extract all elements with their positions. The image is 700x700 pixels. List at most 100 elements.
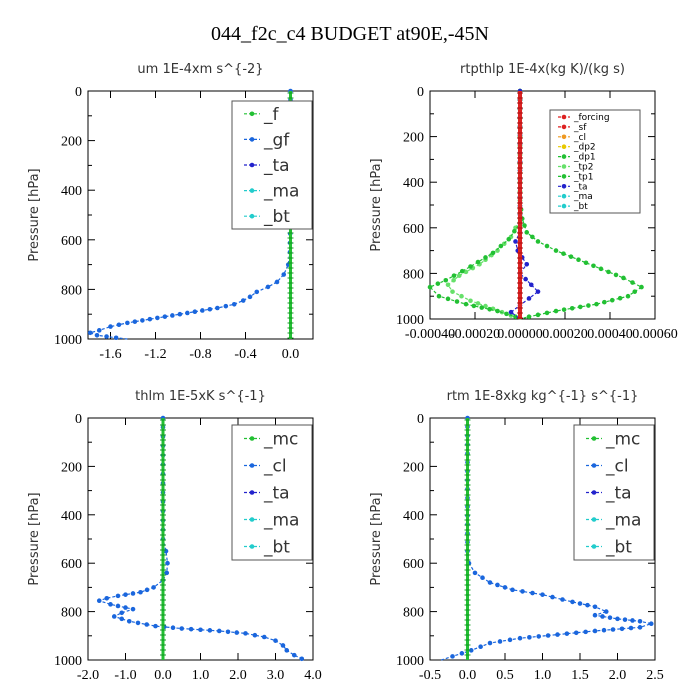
legend-label: _cl [605, 457, 629, 477]
data-point [463, 269, 469, 275]
data-point [583, 629, 588, 635]
legend-marker [249, 188, 255, 193]
legend-marker [561, 203, 567, 209]
x-tick-label: -0.5 [419, 668, 441, 683]
data-point [126, 618, 132, 624]
x-tick-label: 0.00040 [587, 327, 633, 342]
legend-label: _forcing [573, 113, 610, 123]
data-point [528, 282, 534, 288]
data-point [487, 580, 493, 585]
data-point [151, 585, 156, 590]
data-point [185, 310, 190, 316]
data-point [125, 320, 130, 326]
data-point [104, 334, 109, 339]
series-line-tp2 [447, 91, 521, 320]
y-tick-label: 800 [61, 606, 82, 621]
legend-marker [591, 544, 597, 549]
data-point [561, 307, 567, 312]
y-tick-label: 400 [61, 184, 82, 199]
legend-label: _f [263, 105, 280, 125]
data-point [147, 316, 153, 322]
data-point [607, 615, 613, 620]
chart-panel-1: um 1E-4xm s^{-2} Pressure [hPa] 0 200 400 600… [27, 62, 314, 362]
data-point [498, 243, 504, 249]
legend-label: _ta [263, 156, 290, 176]
data-point [468, 264, 473, 269]
legend-marker [561, 193, 567, 199]
data-point [490, 250, 496, 256]
data-point [594, 301, 599, 307]
data-point [123, 592, 128, 597]
data-point [553, 308, 559, 314]
legend-marker [591, 490, 597, 495]
y-axis-label: Pressure [hPa] [369, 158, 384, 251]
data-point [621, 275, 626, 281]
x-tick-label: 2.0 [229, 668, 247, 683]
x-tick-label: -0.00020 [450, 327, 500, 342]
data-point [592, 628, 598, 634]
y-tick-label: 200 [403, 460, 424, 475]
legend-marker [591, 517, 597, 522]
y-tick-label: 1000 [396, 313, 424, 328]
data-point [216, 628, 222, 634]
data-point [291, 652, 297, 658]
data-point [530, 234, 535, 240]
x-tick-label: 1.0 [534, 668, 552, 683]
legend-marker [249, 436, 255, 441]
legend-label: _bt [605, 538, 632, 558]
data-point [497, 639, 503, 644]
data-point [480, 575, 485, 581]
y-tick-label: 0 [75, 412, 82, 427]
data-point [606, 269, 611, 275]
x-tick-label: 0.00020 [542, 327, 588, 342]
y-tick-label: 400 [403, 176, 424, 191]
data-point [495, 582, 500, 588]
legend-marker [561, 114, 567, 120]
data-point [602, 299, 607, 305]
data-point [231, 301, 237, 307]
data-point [502, 585, 508, 590]
data-point [487, 640, 493, 646]
x-tick-label: 0.0 [282, 347, 300, 362]
data-point [609, 297, 615, 303]
data-point [513, 314, 518, 320]
x-tick-label: -1.0 [114, 668, 136, 683]
x-tick-label: 3.0 [267, 668, 285, 683]
data-point [479, 305, 485, 310]
y-tick-label: 600 [61, 234, 82, 249]
data-point [632, 289, 638, 294]
x-tick-label: 1.0 [192, 668, 210, 683]
data-point [553, 248, 559, 253]
legend-marker [249, 544, 255, 549]
data-point [475, 301, 481, 306]
legend-label: _gf [263, 130, 290, 150]
data-point [577, 601, 583, 606]
y-tick-label: 400 [61, 509, 82, 524]
legend-label: _ma [263, 511, 299, 531]
data-point [630, 280, 635, 285]
data-point [451, 277, 456, 283]
data-point [200, 308, 205, 313]
x-tick-label: -1.6 [99, 347, 121, 362]
data-point [155, 315, 160, 321]
data-point [223, 303, 229, 309]
data-point [610, 627, 616, 632]
legend-marker [561, 134, 567, 140]
data-point [524, 230, 530, 235]
data-point [119, 610, 125, 616]
data-point [504, 311, 509, 317]
legend-label: _tp1 [573, 172, 593, 182]
data-point [459, 651, 465, 656]
y-tick-label: 800 [403, 606, 424, 621]
data-point [619, 626, 625, 632]
legend-marker [561, 144, 567, 149]
data-point [617, 295, 623, 301]
legend-label: _mc [263, 430, 298, 450]
data-point [475, 259, 481, 265]
y-tick-label: 0 [75, 85, 82, 100]
data-point [115, 593, 121, 599]
series-line-cl [97, 418, 303, 661]
data-point [478, 644, 483, 649]
data-point [170, 625, 176, 631]
data-point [261, 634, 267, 640]
